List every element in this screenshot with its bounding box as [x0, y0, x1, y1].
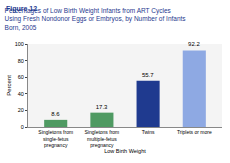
svg-text:60: 60 [18, 74, 24, 80]
svg-text:Percent: Percent [6, 75, 12, 96]
svg-text:Twins: Twins [142, 129, 155, 135]
svg-text:Singletons fromsingle-fetuspre: Singletons fromsingle-fetuspregnancy [38, 129, 73, 148]
svg-text:40: 40 [18, 91, 24, 97]
svg-text:100: 100 [15, 41, 24, 47]
svg-text:17.3: 17.3 [96, 104, 108, 110]
svg-text:80: 80 [18, 58, 24, 64]
svg-text:55.7: 55.7 [142, 72, 154, 78]
svg-text:20: 20 [18, 107, 24, 113]
svg-text:Percentages of Low Birth Weigh: Percentages of Low Birth Weight Infants … [5, 7, 187, 31]
svg-text:Singletons frommultiple-fetusp: Singletons frommultiple-fetuspregnancy [85, 129, 120, 148]
svg-text:Triplets or more: Triplets or more [177, 129, 212, 135]
svg-text:8.6: 8.6 [51, 111, 60, 117]
svg-text:Figure 12: Figure 12 [6, 5, 37, 13]
svg-text:0: 0 [21, 124, 24, 130]
svg-text:Low Birth Weight: Low Birth Weight [104, 148, 146, 154]
svg-text:92.2: 92.2 [188, 41, 200, 47]
